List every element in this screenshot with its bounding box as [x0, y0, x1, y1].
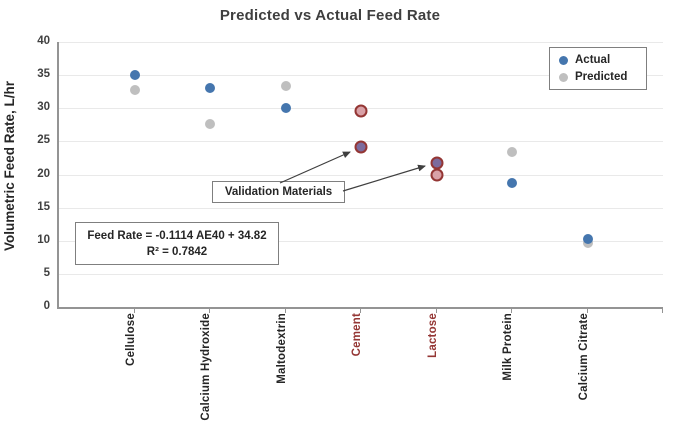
chart-title: Predicted vs Actual Feed Rate — [219, 7, 441, 24]
r-squared-line: R² = 0.7842 — [146, 246, 208, 258]
y-tick-label-10: 10 — [37, 233, 50, 246]
legend-marker-actual-icon — [559, 55, 568, 65]
regression-equation-box: Feed Rate = -0.1114 AE40 + 34.82 R² = 0.… — [75, 222, 279, 265]
y-tick-label-30: 30 — [37, 101, 50, 114]
category-label-calcium-hydroxide: Calcium Hydroxide — [200, 313, 212, 421]
y-tick-label-5: 5 — [43, 266, 50, 279]
point-actual-milk-protein — [507, 178, 517, 189]
x-tick-calcium-citrate — [586, 309, 588, 313]
legend-item-actual: Actual — [559, 54, 639, 66]
legend-marker-predicted-icon — [559, 72, 568, 82]
legend: Actual Predicted — [549, 47, 647, 90]
x-tick-milk-protein — [511, 309, 512, 313]
gridline-y-5 — [59, 273, 663, 275]
equation-line: Feed Rate = -0.1114 AE40 + 34.82 — [87, 230, 267, 242]
gridline-y-40 — [59, 42, 663, 43]
x-tick-cement — [360, 309, 361, 313]
x-tick-maltodextrin — [284, 309, 286, 313]
point-actual-maltodextrin — [280, 103, 291, 114]
x-tick-lactose — [435, 309, 437, 313]
gridline-y-15 — [59, 207, 663, 209]
point-actual-cellulose — [129, 70, 140, 81]
point-predicted-lactose — [430, 168, 443, 182]
category-label-cement: Cement — [351, 313, 363, 357]
y-tick-label-20: 20 — [37, 167, 50, 180]
point-predicted-cellulose — [129, 85, 140, 96]
legend-item-predicted: Predicted — [559, 71, 639, 83]
point-actual-lactose — [430, 156, 443, 170]
legend-label-actual: Actual — [575, 54, 611, 66]
category-label-maltodextrin: Maltodextrin — [275, 313, 288, 384]
legend-label-predicted: Predicted — [575, 71, 628, 83]
gridline-y-35 — [59, 75, 663, 77]
point-predicted-maltodextrin — [280, 80, 291, 91]
category-label-calcium-citrate: Calcium Citrate — [577, 313, 590, 401]
point-actual-cement — [354, 140, 368, 154]
point-actual-calcium-citrate — [582, 233, 593, 244]
y-tick-label-25: 25 — [37, 134, 50, 147]
category-label-lactose: Lactose — [426, 313, 439, 358]
x-tick-cellulose — [133, 309, 135, 313]
point-actual-calcium-hydroxide — [205, 83, 215, 94]
x-axis-end-tick — [662, 309, 663, 313]
y-tick-label-40: 40 — [37, 35, 50, 47]
point-predicted-cement — [354, 104, 368, 118]
y-tick-label-15: 15 — [37, 200, 50, 213]
category-label-milk-protein: Milk Protein — [502, 313, 514, 381]
x-tick-calcium-hydroxide — [209, 309, 210, 313]
plot-area — [57, 42, 663, 313]
category-label-cellulose: Cellulose — [124, 313, 137, 366]
y-tick-label-0: 0 — [43, 300, 50, 312]
point-predicted-milk-protein — [507, 146, 517, 157]
validation-materials-callout: Validation Materials — [212, 181, 345, 203]
y-tick-label-35: 35 — [37, 68, 50, 81]
gridline-y-10 — [59, 240, 663, 242]
gridline-y-20 — [59, 174, 663, 176]
point-predicted-calcium-hydroxide — [205, 119, 215, 130]
